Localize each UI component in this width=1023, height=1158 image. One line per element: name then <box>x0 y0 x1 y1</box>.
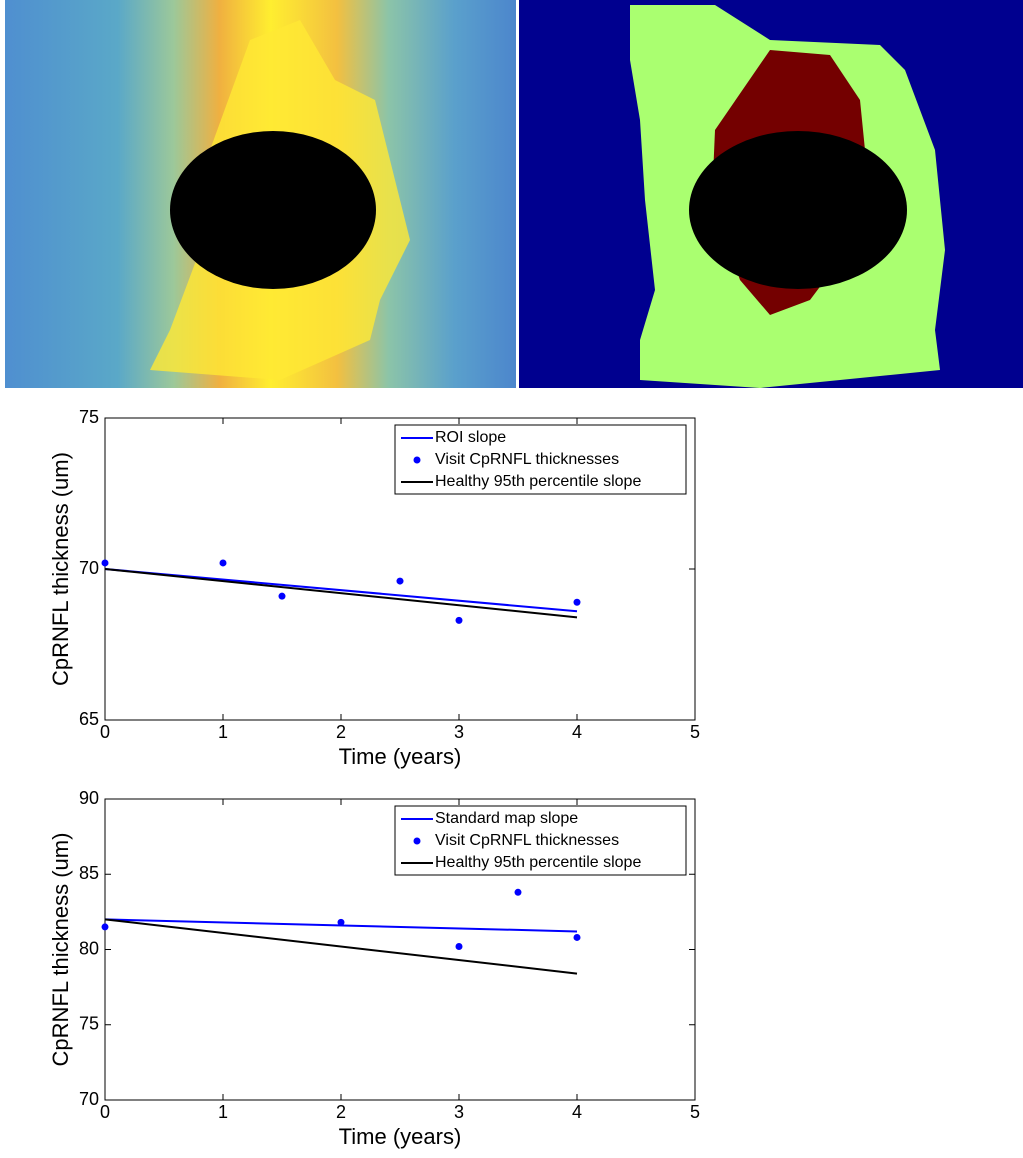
line-chart: 0 1 2 3 4 5 65 70 75 Time (years) CpRNFL thickness… <box>48 407 700 769</box>
data-point <box>574 599 581 606</box>
y-tick-label: 70 <box>79 558 99 578</box>
x-axis-label: Time (years) <box>339 744 462 769</box>
x-tick-label: 3 <box>454 722 464 742</box>
data-point <box>397 578 404 585</box>
data-point <box>338 919 345 926</box>
y-tick-label: 80 <box>79 938 99 958</box>
legend-label: Visit CpRNFL thicknesses <box>435 451 619 468</box>
legend-swatch <box>414 457 421 464</box>
y-tick-label: 65 <box>79 709 99 729</box>
legend-swatch <box>414 838 421 845</box>
legend-label: Standard map slope <box>435 810 578 827</box>
x-tick-label: 0 <box>100 1102 110 1122</box>
y-axis-label: CpRNFL thickness (um) <box>48 452 73 686</box>
data-point <box>102 559 109 566</box>
x-tick-label: 0 <box>100 722 110 742</box>
legend-label: ROI slope <box>435 429 506 446</box>
x-tick-label: 1 <box>218 1102 228 1122</box>
legend-label: Healthy 95th percentile slope <box>435 854 641 871</box>
legend: Standard map slope Visit CpRNFL thickness… <box>395 806 686 875</box>
data-point <box>220 559 227 566</box>
data-point <box>515 889 522 896</box>
legend: ROI slope Visit CpRNFL thicknesses Healthy… <box>395 425 686 494</box>
data-point <box>574 934 581 941</box>
y-tick-label: 85 <box>79 863 99 883</box>
page: 0 1 2 3 4 5 65 70 75 Time (years) CpRNFL thickness… <box>0 0 1023 1158</box>
optic-disc <box>170 131 376 289</box>
legend-label: Visit CpRNFL thicknesses <box>435 832 619 849</box>
x-tick-label: 4 <box>572 722 582 742</box>
data-point <box>279 593 286 600</box>
x-tick-label: 1 <box>218 722 228 742</box>
legend-label: Healthy 95th percentile slope <box>435 473 641 490</box>
y-tick-label: 90 <box>79 788 99 808</box>
data-point <box>456 943 463 950</box>
y-tick-label: 70 <box>79 1089 99 1109</box>
data-point <box>456 617 463 624</box>
x-tick-label: 2 <box>336 1102 346 1122</box>
x-tick-label: 3 <box>454 1102 464 1122</box>
line-chart: 0 1 2 3 4 5 70 75 80 85 90 Time (years) CpRNFL thick… <box>48 788 700 1149</box>
x-tick-label: 5 <box>690 1102 700 1122</box>
x-axis-label: Time (years) <box>339 1124 462 1149</box>
optic-disc <box>689 131 907 289</box>
figure: 0 1 2 3 4 5 65 70 75 Time (years) CpRNFL thickness… <box>0 0 1023 1158</box>
x-tick-label: 4 <box>572 1102 582 1122</box>
thickness-map <box>5 0 516 388</box>
classification-map <box>519 0 1023 388</box>
x-tick-label: 5 <box>690 722 700 742</box>
data-point <box>102 923 109 930</box>
y-tick-label: 75 <box>79 1014 99 1034</box>
x-tick-label: 2 <box>336 722 346 742</box>
y-tick-label: 75 <box>79 407 99 427</box>
y-axis-label: CpRNFL thickness (um) <box>48 833 73 1067</box>
